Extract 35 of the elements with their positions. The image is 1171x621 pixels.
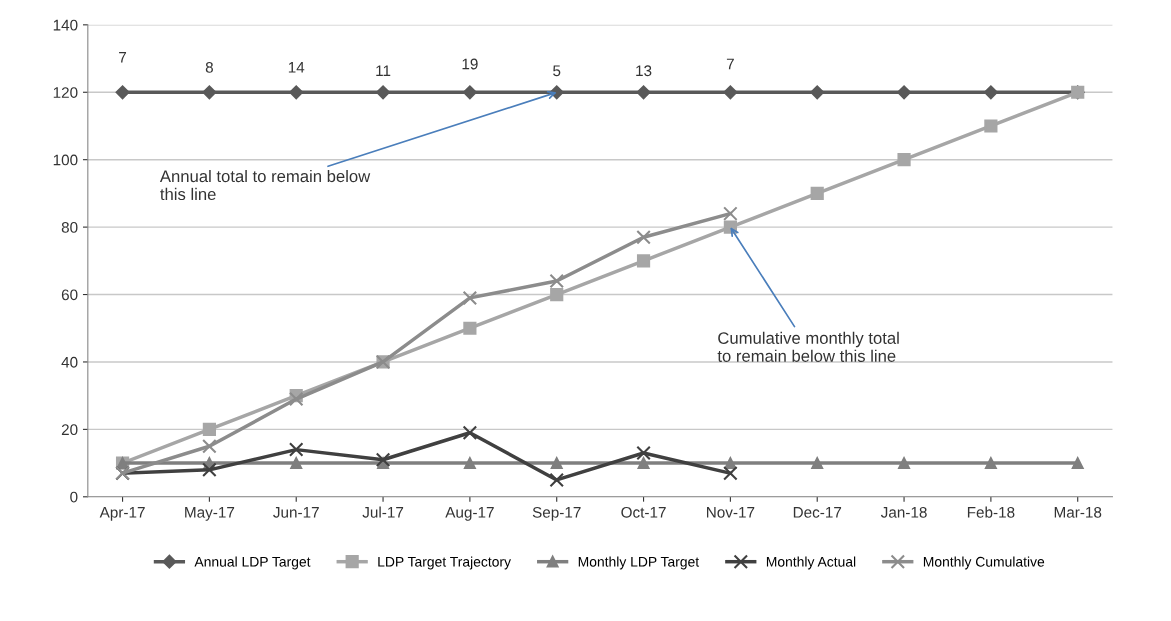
legend-label: Monthly Actual	[766, 556, 856, 570]
x-tick-label: Oct-17	[621, 506, 666, 518]
annotation: 19	[462, 58, 478, 70]
annotation: 8	[205, 61, 213, 73]
x-tick-label: Nov-17	[707, 507, 755, 518]
y-tick-label: 80	[61, 221, 78, 233]
annotation: 13	[636, 65, 652, 77]
y-tick-label: 100	[53, 154, 78, 166]
x-tick-label: Apr-17	[99, 507, 145, 521]
annotation: 14	[288, 62, 305, 73]
x-tick-label: Jan-18	[880, 506, 927, 518]
x-tick-label: Feb-18	[967, 506, 1015, 518]
annotation: 7	[119, 51, 127, 63]
y-tick-label: 0	[70, 491, 78, 503]
y-tick-label: 140	[53, 19, 78, 31]
y-tick-label: 20	[61, 424, 78, 436]
annotation: Annual total to remain below this line	[159, 169, 371, 201]
x-tick-label: Mar-18	[1054, 506, 1102, 518]
legend-label: LDP Target Trajectory	[378, 556, 511, 570]
y-tick-label: 120	[53, 87, 78, 98]
annotation: Cumulative monthly total to remain below this line	[717, 331, 899, 362]
x-tick-label: Jun-17	[273, 507, 319, 518]
x-tick-label: Aug-17	[445, 507, 494, 521]
y-tick-label: 60	[61, 289, 78, 301]
legend-label: Monthly Cumulative	[923, 556, 1045, 570]
annotation: 7	[726, 58, 734, 70]
annotation: 11	[376, 65, 391, 76]
x-tick-label: Dec-17	[793, 507, 842, 518]
legend-label: Monthly LDP Target	[578, 556, 700, 570]
y-tick-label: 40	[61, 356, 78, 368]
x-tick-label: Sep-17	[532, 506, 581, 521]
annotation: 5	[553, 65, 561, 77]
legend-label: Annual LDP Target	[194, 556, 311, 570]
x-tick-label: May-17	[185, 507, 235, 521]
x-tick-label: Jul-17	[362, 506, 404, 518]
